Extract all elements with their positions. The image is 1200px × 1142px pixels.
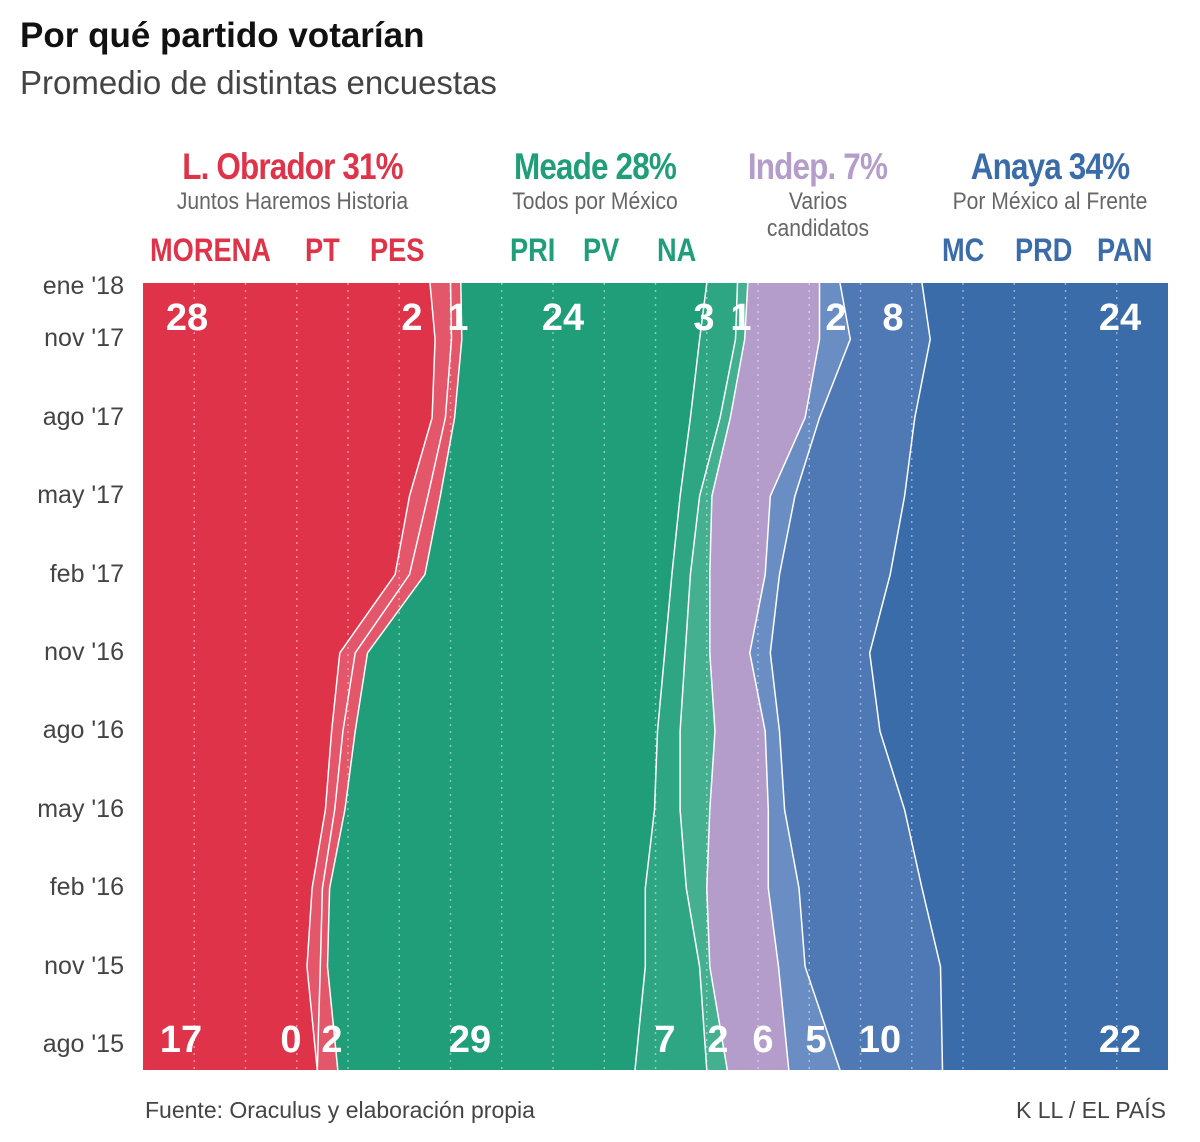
coalition-label: Juntos Haremos Historia [176, 188, 409, 215]
credit: K LL / EL PAÍS [1015, 1097, 1166, 1123]
group-indep: Indep. 7% Varios candidatos [725, 146, 910, 242]
data-label-end: 24 [1099, 297, 1141, 339]
data-label-end: 8 [882, 297, 903, 339]
series-boundary [706, 282, 749, 1071]
data-label-end: 2 [401, 297, 422, 339]
time-tick-label: ago '16 [42, 716, 124, 745]
area-mc [749, 283, 851, 1070]
party-label-pri: PRI [510, 232, 556, 268]
area-pan [869, 283, 1168, 1070]
data-label-end: 24 [542, 297, 584, 339]
group-anaya: Anaya 34% Por México al Frente [925, 146, 1175, 215]
time-tick-label: may '16 [37, 794, 124, 823]
data-label-start: 2 [707, 1019, 728, 1061]
coalition-label: Todos por México [512, 188, 678, 215]
data-label-end: 1 [730, 297, 751, 339]
area-pri [327, 283, 707, 1070]
coalition-label: Varios candidatos [766, 188, 869, 242]
chart-title: Por qué partido votarían [20, 16, 425, 55]
time-tick-label: ago '15 [42, 1030, 124, 1058]
data-label-end: 3 [693, 297, 714, 339]
area-pt [307, 283, 452, 1070]
data-label-start: 2 [321, 1019, 342, 1061]
candidate-label: Meade 28% [514, 146, 677, 187]
data-label-start: 7 [654, 1019, 675, 1061]
data-label-start: 5 [805, 1019, 826, 1061]
party-label-pan: PAN [1097, 232, 1153, 268]
candidate-label: Indep. 7% [747, 146, 888, 187]
time-tick-label: ago '17 [42, 402, 124, 431]
series-boundary [316, 282, 453, 1071]
series-boundary [749, 283, 821, 1071]
time-tick-label: may '17 [37, 481, 124, 510]
data-label-end: 28 [166, 297, 208, 339]
data-label-start: 17 [160, 1019, 202, 1061]
series-boundary [868, 282, 944, 1071]
party-label-pv: PV [583, 232, 620, 268]
data-label-end: 1 [447, 297, 468, 339]
series-boundary [326, 282, 463, 1071]
party-label-mc: MC [942, 232, 985, 268]
series-boundary [679, 282, 739, 1071]
data-label-end: 2 [825, 297, 846, 339]
party-label-na: NA [657, 232, 697, 268]
party-label-pes: PES [370, 232, 425, 268]
area-pv [635, 283, 738, 1070]
time-tick-label: feb '17 [49, 559, 124, 588]
series-boundary [769, 282, 852, 1071]
time-tick-label: ene '18 [42, 272, 124, 300]
candidate-label: L. Obrador 31% [182, 146, 403, 187]
time-tick-label: feb '16 [49, 873, 124, 902]
source-note: Fuente: Oraculus y elaboración propia [145, 1097, 535, 1123]
area-indep [706, 283, 820, 1070]
group-meade: Meade 28% Todos por México [480, 146, 710, 215]
chart-subtitle: Promedio de distintas encuestas [20, 64, 497, 101]
time-tick-label: nov '16 [44, 637, 124, 666]
area-na [680, 283, 748, 1070]
area-prd [770, 283, 943, 1070]
party-label-prd: PRD [1015, 232, 1073, 268]
data-label-start: 10 [859, 1019, 901, 1061]
data-label-start: 6 [752, 1019, 773, 1061]
data-label-start: 22 [1099, 1019, 1141, 1061]
party-label-morena: MORENA [150, 232, 271, 268]
time-tick-label: nov '17 [44, 324, 124, 353]
area-morena [143, 283, 436, 1070]
coalition-label: Por México al Frente [952, 188, 1148, 215]
data-label-start: 0 [280, 1019, 301, 1061]
time-tick-label: nov '15 [44, 951, 124, 980]
series-boundary [634, 282, 708, 1071]
candidate-label: Anaya 34% [970, 146, 1130, 187]
data-label-start: 29 [449, 1019, 491, 1061]
group-obrador: L. Obrador 31% Juntos Haremos Historia [145, 146, 440, 215]
party-label-pt: PT [305, 232, 340, 268]
series-boundary [306, 282, 436, 1071]
